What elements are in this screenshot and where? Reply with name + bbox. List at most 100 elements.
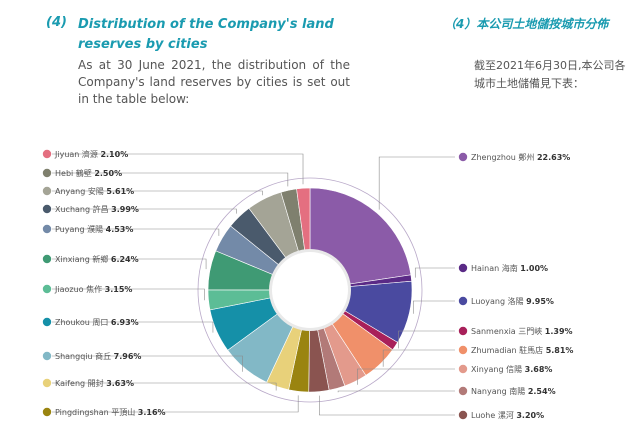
slice-label-7: Luohe 漯河 3.20% — [471, 410, 544, 420]
section-number-cn: （4） — [444, 17, 477, 31]
slice-label-17: Hebi 鶴壁 2.50% — [55, 168, 122, 178]
legend-dot-13 — [42, 254, 52, 264]
slice-label-4: Zhumadian 駐馬店 5.81% — [471, 345, 573, 355]
slice-label-12: Jiaozuo 焦作 3.15% — [54, 284, 132, 294]
leader-line-8 — [52, 395, 299, 413]
slice-label-15: Xuchang 許昌 3.99% — [55, 204, 139, 214]
slice-label-pct-12: 3.15% — [105, 285, 133, 294]
legend-dot-6 — [458, 386, 468, 396]
legend-dot-12 — [42, 284, 52, 294]
legend-dot-7 — [458, 410, 468, 420]
legend-dot-0 — [458, 152, 468, 162]
leader-line-4 — [382, 349, 455, 367]
slice-label-9: Kaifeng 開封 3.63% — [55, 378, 134, 388]
legend-dot-15 — [42, 204, 52, 214]
leader-line-1 — [414, 267, 455, 278]
leader-line-15 — [52, 208, 237, 214]
leader-line-9 — [52, 382, 277, 391]
slice-label-pct-18: 2.10% — [100, 150, 128, 159]
legend-dot-18 — [42, 149, 52, 159]
slice-label-name-9: Kaifeng 開封 — [55, 378, 106, 388]
slice-label-name-17: Hebi 鶴壁 — [55, 168, 94, 178]
slice-label-pct-13: 6.24% — [111, 255, 139, 264]
slice-label-5: Xinyang 信陽 3.68% — [471, 364, 552, 374]
slice-label-pct-0: 22.63% — [537, 153, 570, 162]
legend-dot-2 — [458, 296, 468, 306]
slice-label-pct-1: 1.00% — [520, 264, 548, 273]
slice-label-6: Nanyang 南陽 2.54% — [471, 386, 556, 396]
slice-label-name-14: Puyang 濮陽 — [55, 224, 106, 234]
leader-line-10 — [52, 355, 243, 372]
section-title-en: Distribution of the Company's land reser… — [78, 17, 334, 52]
section-number: (4) — [46, 15, 67, 30]
slice-label-13: Xinxiang 新鄉 6.24% — [55, 254, 139, 264]
slice-label-11: Zhoukou 周口 6.93% — [55, 318, 139, 327]
slice-label-pct-15: 3.99% — [111, 205, 139, 214]
slice-label-pct-7: 3.20% — [516, 411, 544, 420]
slice-label-name-4: Zhumadian 駐馬店 — [471, 345, 546, 355]
leader-line-16 — [52, 190, 263, 196]
outer-ring — [197, 177, 423, 403]
slice-label-name-6: Nanyang 南陽 — [471, 386, 528, 396]
slice-label-name-15: Xuchang 許昌 — [55, 204, 111, 214]
slice-label-18: Jiyuan 濟源 2.10% — [54, 149, 128, 159]
slice-label-name-13: Xinxiang 新鄉 — [55, 254, 111, 264]
slice-label-name-5: Xinyang 信陽 — [471, 364, 525, 374]
slice-label-pct-11: 6.93% — [111, 318, 139, 327]
leader-line-12 — [52, 288, 205, 301]
slice-label-name-8: Pingdingshan 平頂山 — [55, 407, 138, 417]
legend-dot-1 — [458, 263, 468, 273]
slice-label-pct-4: 5.81% — [546, 346, 574, 355]
intro-text-cn: 截至2021年6月30日,本公司各城市土地儲備見下表： — [474, 59, 626, 90]
legend-dot-4 — [458, 345, 468, 355]
section-title-cn: （4）本公司土地儲按城市分佈 — [444, 15, 608, 32]
leader-line-5 — [357, 368, 455, 385]
legend-dot-16 — [42, 186, 52, 196]
leader-line-3 — [398, 330, 455, 349]
leader-line-2 — [412, 300, 455, 314]
legend-dot-8 — [42, 407, 52, 417]
intro-text-en: As at 30 June 2021, the distribution of … — [78, 58, 350, 106]
slice-label-name-10: Shangqiu 商丘 — [55, 351, 114, 361]
slice-label-0: Zhengzhou 鄭州 22.63% — [471, 152, 570, 162]
legend-dot-5 — [458, 364, 468, 374]
slice-label-pct-17: 2.50% — [94, 169, 122, 178]
leader-line-18 — [52, 153, 304, 185]
slice-label-name-0: Zhengzhou 鄭州 — [471, 152, 537, 162]
slice-label-8: Pingdingshan 平頂山 3.16% — [55, 407, 166, 417]
slice-label-name-12: Jiaozuo 焦作 — [54, 284, 105, 294]
legend-dot-11 — [42, 317, 52, 327]
legend-dot-3 — [458, 326, 468, 336]
slice-label-name-18: Jiyuan 濟源 — [54, 149, 100, 159]
leader-line-17 — [52, 172, 289, 187]
slice-label-name-16: Anyang 安陽 — [55, 186, 106, 196]
slice-label-3: Sanmenxia 三門峽 1.39% — [471, 326, 573, 336]
slice-label-pct-2: 9.95% — [526, 297, 554, 306]
slice-label-pct-10: 7.96% — [114, 352, 142, 361]
legend-dot-10 — [42, 351, 52, 361]
slice-label-2: Luoyang 洛陽 9.95% — [471, 296, 554, 306]
slice-label-name-3: Sanmenxia 三門峽 — [471, 326, 545, 336]
legend-dot-9 — [42, 378, 52, 388]
donut-hole — [272, 252, 348, 328]
slice-label-10: Shangqiu 商丘 7.96% — [55, 351, 141, 361]
section-title-cn-text: 本公司土地儲按城市分佈 — [476, 17, 609, 31]
legend-dot-14 — [42, 224, 52, 234]
leader-line-13 — [52, 258, 207, 270]
slice-label-pct-5: 3.68% — [525, 365, 553, 374]
slice-label-pct-16: 5.61% — [106, 187, 134, 196]
slice-label-name-11: Zhoukou 周口 — [55, 318, 111, 327]
legend-dot-17 — [42, 168, 52, 178]
slice-label-1: Hainan 海南 1.00% — [471, 263, 548, 273]
leader-line-14 — [52, 228, 220, 236]
slice-label-pct-9: 3.63% — [106, 379, 134, 388]
slice-label-pct-8: 3.16% — [138, 408, 166, 417]
slice-label-name-1: Hainan 海南 — [471, 263, 520, 273]
slice-label-pct-3: 1.39% — [545, 327, 573, 336]
leader-line-0 — [378, 156, 455, 210]
slice-label-pct-6: 2.54% — [528, 387, 556, 396]
leader-line-11 — [52, 321, 214, 333]
slice-label-14: Puyang 濮陽 4.53% — [55, 224, 133, 234]
slice-label-name-7: Luohe 漯河 — [471, 410, 516, 420]
